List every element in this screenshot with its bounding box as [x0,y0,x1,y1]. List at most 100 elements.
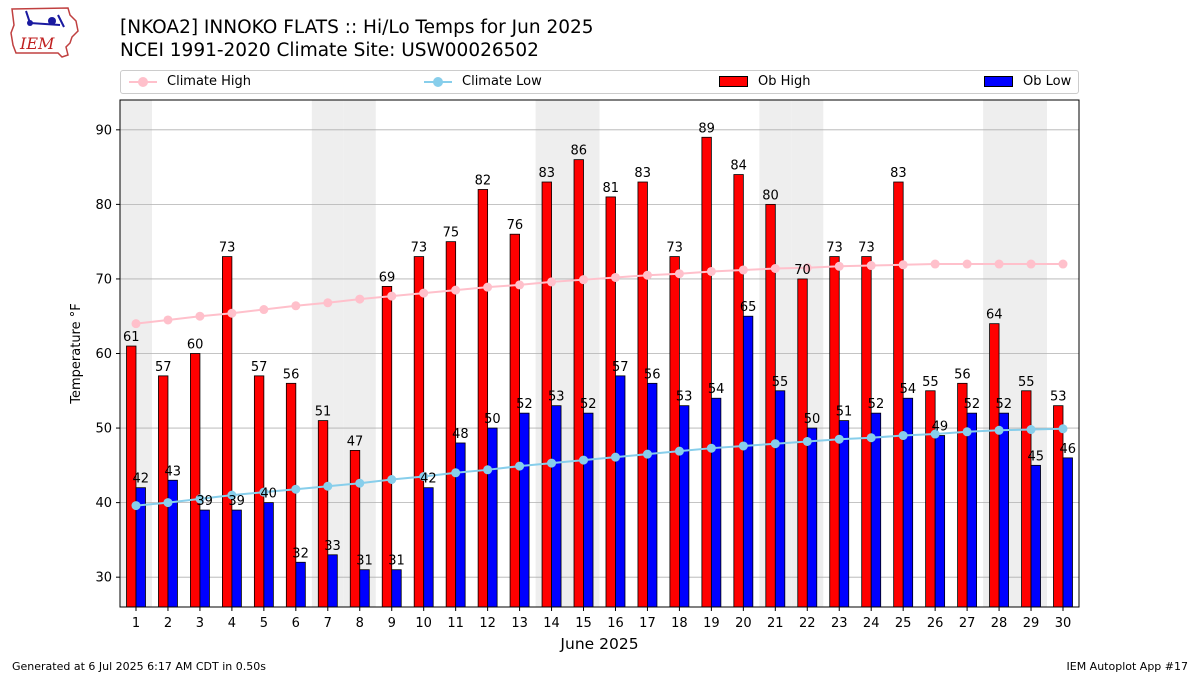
x-tick-label: 7 [324,616,332,631]
climate-high-point [547,277,557,287]
ob-high-bar [285,382,297,608]
climate-high-point [994,259,1004,269]
x-tick-label: 8 [356,616,364,631]
ob-high-bar [317,420,329,608]
ob-low-value-label: 54 [708,382,725,397]
ob-high-value-label: 82 [475,173,492,188]
ob-low-value-label: 52 [996,397,1013,412]
climate-high-point [195,311,205,321]
ob-high-bar [989,323,1000,608]
climate-low-point [323,481,333,491]
ob-high-bar [701,136,712,608]
ob-high-value-label: 56 [954,367,971,382]
climate-high-point [770,264,780,274]
ob-high-bar [190,353,201,608]
ob-high-bar [733,174,744,608]
ob-low-value-label: 31 [356,554,373,569]
ob-low-bar [487,427,498,608]
ob-low-value-label: 40 [260,487,277,502]
ob-low-bar [966,412,978,608]
x-tick-label: 28 [991,616,1008,631]
ob-low-bar [519,412,530,608]
climate-low-point [355,478,365,488]
x-tick-label: 11 [447,616,464,631]
ob-low-bar [359,569,370,608]
ob-low-value-label: 49 [932,420,949,435]
ob-high-value-label: 81 [602,181,619,196]
x-tick-label: 12 [479,616,496,631]
ob-high-value-label: 57 [155,360,172,375]
climate-low-point [706,443,716,453]
ob-high-value-label: 51 [315,405,332,420]
climate-high-point [323,298,333,308]
climate-low-point [930,429,940,439]
climate-high-point [579,275,589,285]
climate-low-point [610,452,620,462]
x-tick-label: 23 [831,616,848,631]
x-tick-label: 26 [927,616,944,631]
legend-ob-low: Ob Low [984,74,1071,89]
logo-text: IEM [19,34,55,53]
climate-low-line [135,427,1064,507]
chart-title: [NKOA2] INNOKO FLATS :: Hi/Lo Temps for … [120,17,594,38]
climate-low-point [579,455,589,465]
ob-high-value-label: 83 [890,166,907,181]
legend-climate-high: Climate High [129,74,251,89]
climate-low-point [738,441,748,451]
ob-low-value-label: 50 [804,412,821,427]
y-tick-label: 90 [95,123,112,138]
ob-high-value-label: 60 [187,338,204,353]
climate-low-point [515,461,525,471]
ob-high-bar [1053,405,1064,608]
climate-high-point [131,319,141,329]
climate-low-point [770,439,780,449]
climate-low-point [259,487,269,497]
ob-low-value-label: 52 [580,397,597,412]
x-tick-label: 29 [1023,616,1040,631]
x-axis-label: June 2025 [559,635,638,653]
legend-ob-high-label: Ob High [758,74,811,89]
ob-low-value-label: 52 [516,397,533,412]
footer-app: IEM Autoplot App #17 [1066,660,1189,673]
iem-logo: IEM [8,5,82,59]
ob-low-bar [870,412,882,608]
y-tick-label: 80 [95,198,112,213]
legend: Climate High Climate Low Ob High Ob Low [120,70,1079,94]
ob-high-bar [349,450,361,608]
y-tick-label: 30 [95,571,112,586]
ob-low-bar [199,509,210,608]
ob-high-value-label: 89 [698,121,715,136]
ob-high-bar [829,256,840,608]
ob-low-bar [455,442,466,608]
ob-low-bar [423,487,434,608]
ob-low-bar [551,405,562,608]
ob-low-value-label: 42 [132,472,149,487]
x-tick-label: 10 [415,616,432,631]
ob-high-value-label: 70 [794,263,811,278]
ob-low-value-label: 52 [964,397,981,412]
ob-low-value-label: 46 [1059,442,1076,457]
climate-low-point [131,501,141,511]
ob-low-bar [934,435,946,608]
ob-low-bar [231,509,242,608]
ob-high-swatch [719,76,748,87]
ob-low-value-label: 39 [196,494,213,509]
y-axis-label: Temperature °F [69,303,84,404]
climate-low-point [994,425,1004,435]
climate-high-point [834,261,844,271]
x-tick-label: 30 [1055,616,1072,631]
x-tick-label: 22 [799,616,816,631]
ob-high-value-label: 83 [539,166,556,181]
y-tick-label: 70 [95,272,112,287]
ob-high-value-label: 73 [666,241,683,256]
x-tick-label: 19 [703,616,720,631]
ob-high-bar [605,196,616,608]
climate-high-point [962,259,972,269]
climate-high-point [227,308,237,318]
ob-high-bar [509,233,520,608]
climate-low-point [802,436,812,446]
ob-high-value-label: 55 [1018,375,1035,390]
ob-low-bar [806,427,818,608]
ob-low-bar [710,397,722,608]
climate-low-point [898,431,908,441]
